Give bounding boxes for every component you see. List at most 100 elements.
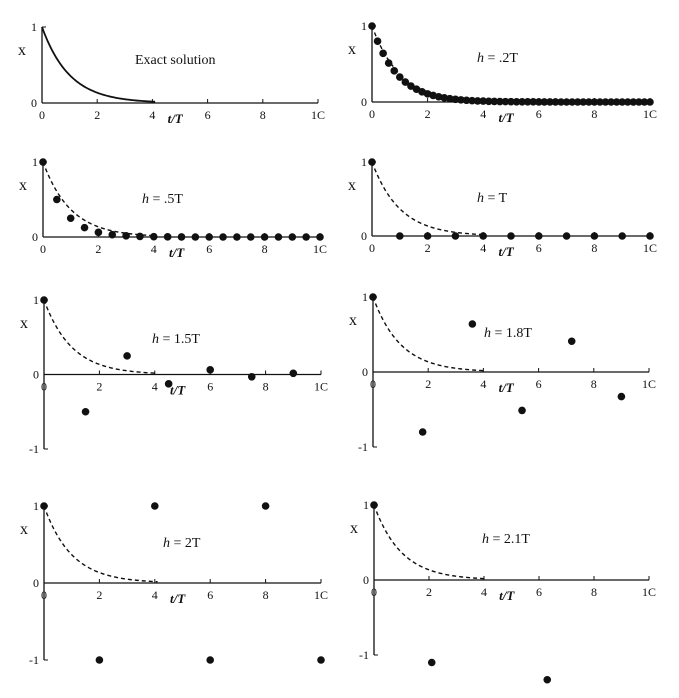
data-point bbox=[247, 373, 256, 381]
x-axis-label: t/T bbox=[169, 245, 185, 260]
data-point bbox=[289, 369, 298, 378]
y-tick-label: 1 bbox=[32, 155, 38, 169]
chart-panel-6: 0 2 4 6 8 1C -1 0 1x t/T h = 1.8T bbox=[349, 290, 656, 454]
data-point bbox=[523, 98, 532, 106]
data-point bbox=[507, 97, 515, 106]
data-point bbox=[80, 223, 89, 232]
data-point bbox=[512, 97, 521, 106]
chart-panel-3: 0 2 4 6 8 1C 0 1x t/T h = .5T bbox=[19, 155, 327, 260]
data-point bbox=[401, 78, 410, 86]
x-tick-label: 1C bbox=[313, 242, 327, 256]
data-point bbox=[369, 293, 377, 301]
data-point bbox=[612, 98, 621, 106]
data-point bbox=[518, 98, 526, 106]
x-axis-label: t/T bbox=[170, 383, 186, 398]
y-axis-label: x bbox=[19, 177, 27, 194]
data-point bbox=[163, 233, 172, 241]
data-point bbox=[396, 73, 404, 81]
data-point bbox=[468, 320, 477, 328]
y-tick-label: 0 bbox=[362, 365, 368, 379]
x-tick-label: 1C bbox=[643, 241, 657, 255]
x-tick-label: 4 bbox=[480, 241, 486, 255]
data-point bbox=[623, 98, 632, 106]
data-point bbox=[629, 98, 638, 106]
data-point bbox=[529, 98, 538, 106]
data-point bbox=[39, 158, 47, 166]
data-point bbox=[150, 232, 158, 241]
y-axis-label: x bbox=[20, 315, 28, 332]
x-axis-label: t/T bbox=[499, 588, 515, 603]
panel-title: h = 2.1T bbox=[482, 532, 530, 547]
panel-title: h = T bbox=[477, 191, 508, 206]
y-axis-label: x bbox=[20, 521, 28, 538]
data-point bbox=[618, 98, 626, 106]
data-point bbox=[108, 230, 117, 239]
x-tick-label: 1C bbox=[314, 380, 328, 394]
data-point bbox=[384, 59, 393, 67]
x-tick-label: 0 bbox=[41, 380, 47, 394]
y-tick-label: 0 bbox=[33, 368, 39, 382]
panel-title: h = .2T bbox=[477, 51, 518, 66]
x-axis-label: t/T bbox=[499, 380, 515, 395]
data-point bbox=[551, 98, 560, 106]
data-point bbox=[535, 98, 543, 106]
x-axis-label: t/T bbox=[498, 110, 514, 125]
data-point bbox=[646, 98, 654, 106]
data-point bbox=[579, 98, 588, 106]
x-tick-label: 4 bbox=[481, 585, 487, 599]
y-tick-label: 1 bbox=[363, 498, 369, 512]
data-point bbox=[53, 195, 61, 204]
x-tick-label: 0 bbox=[39, 108, 45, 122]
x-tick-label: 0 bbox=[40, 242, 46, 256]
data-point bbox=[123, 352, 131, 360]
y-tick-label: -1 bbox=[29, 653, 39, 667]
data-point bbox=[206, 366, 214, 374]
data-point bbox=[562, 232, 571, 240]
exact-solution-curve bbox=[43, 505, 158, 583]
x-tick-label: 0 bbox=[41, 588, 47, 602]
data-point bbox=[585, 98, 593, 106]
y-tick-label: -1 bbox=[359, 648, 369, 662]
data-point bbox=[136, 232, 144, 241]
x-tick-label: 6 bbox=[206, 242, 212, 256]
y-tick-label: 0 bbox=[33, 576, 39, 590]
x-tick-label: 8 bbox=[591, 241, 597, 255]
data-point bbox=[640, 98, 649, 106]
data-point bbox=[446, 94, 454, 103]
y-tick-label: 0 bbox=[32, 230, 38, 244]
data-point bbox=[95, 656, 104, 664]
data-point bbox=[451, 95, 460, 104]
data-point bbox=[457, 96, 465, 104]
data-point bbox=[618, 232, 626, 240]
x-tick-label: 8 bbox=[263, 588, 269, 602]
data-point bbox=[617, 392, 626, 401]
data-point bbox=[601, 98, 610, 106]
x-tick-label: 2 bbox=[426, 585, 432, 599]
data-point bbox=[316, 233, 324, 241]
data-point bbox=[81, 407, 90, 416]
panel-title: Exact solution bbox=[135, 53, 216, 68]
data-point bbox=[177, 233, 186, 241]
x-tick-label: 4 bbox=[152, 588, 158, 602]
data-point bbox=[462, 96, 471, 105]
data-point bbox=[368, 22, 376, 30]
x-tick-label: 6 bbox=[207, 380, 213, 394]
x-tick-label: 0 bbox=[369, 107, 375, 121]
data-point bbox=[205, 233, 213, 241]
x-tick-label: 0 bbox=[370, 377, 376, 391]
data-point bbox=[546, 98, 554, 106]
data-point bbox=[427, 658, 436, 667]
data-point bbox=[496, 97, 504, 106]
y-axis-label: x bbox=[350, 520, 358, 537]
x-tick-label: 8 bbox=[591, 377, 597, 391]
data-point bbox=[590, 98, 599, 106]
x-tick-label: 0 bbox=[369, 241, 375, 255]
y-tick-label: 1 bbox=[31, 20, 37, 34]
x-tick-label: 8 bbox=[591, 585, 597, 599]
data-point bbox=[518, 406, 526, 415]
x-tick-label: 4 bbox=[480, 377, 486, 391]
y-tick-label: 0 bbox=[363, 573, 369, 587]
data-point bbox=[423, 232, 432, 240]
data-point bbox=[646, 232, 654, 240]
